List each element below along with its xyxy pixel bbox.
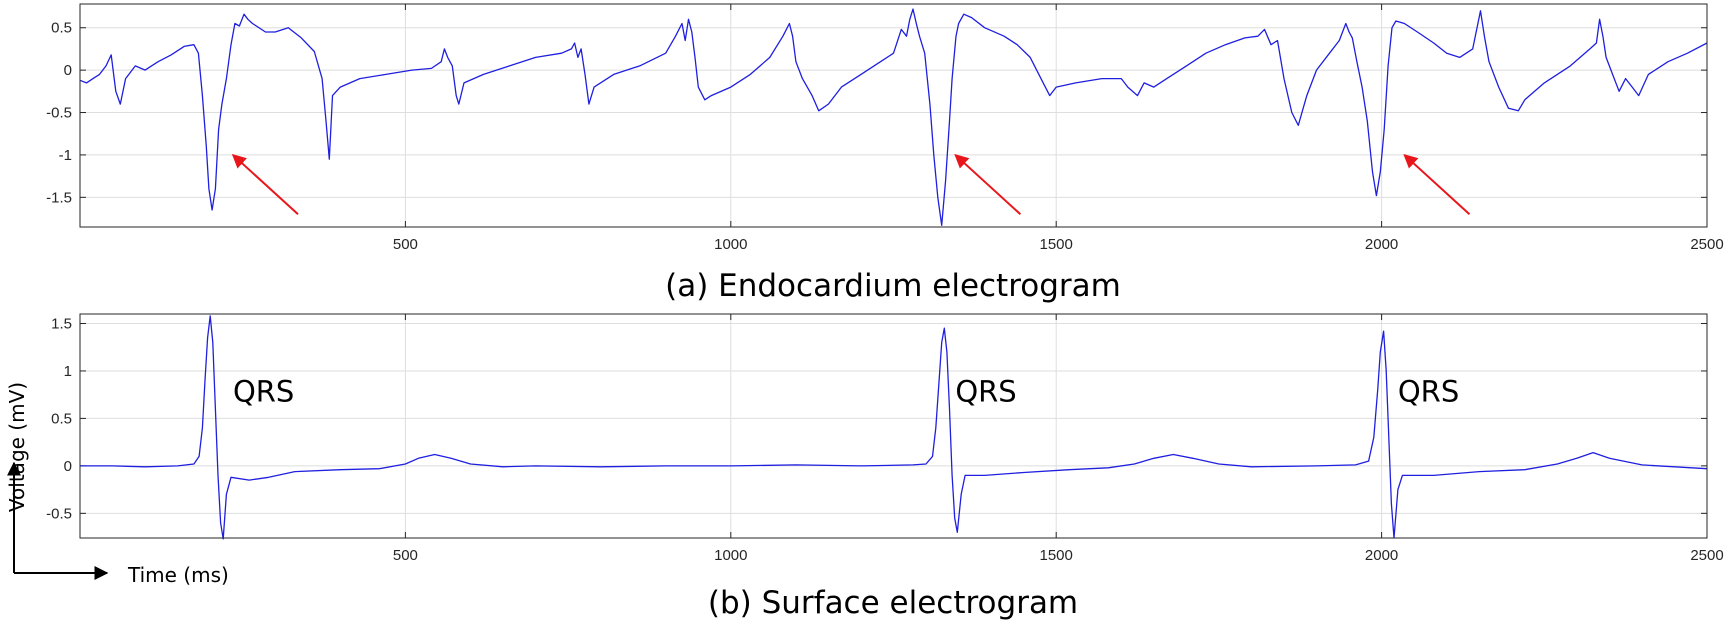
x-tick-label: 1500	[1040, 236, 1073, 253]
series	[80, 315, 1708, 540]
x-tick-label: 2500	[1690, 547, 1723, 564]
panel-endocardium: 500 1000 1500 2000 2500 -1.5 -1 -0.5 0 0.5 (a) E…	[46, 3, 1724, 304]
y-tick-labels: -1.5 -1 -0.5 0 0.5	[46, 20, 1707, 206]
annotations: QRS QRS QRS	[233, 374, 1459, 408]
series-line	[79, 8, 1708, 226]
y-axis-label: Voltage (mV)	[5, 382, 29, 512]
y-tick-label: -0.5	[46, 505, 72, 522]
axis-indicator: Voltage (mV) Time (ms)	[5, 382, 229, 587]
x-tick-label: 1500	[1040, 547, 1073, 564]
x-tick-label: 500	[393, 547, 418, 564]
qrs-label: QRS	[955, 374, 1016, 408]
series	[79, 8, 1708, 226]
y-tick-label: 0.5	[51, 20, 72, 37]
y-tick-label: 0	[64, 62, 72, 79]
x-tick-label: 2500	[1690, 236, 1723, 253]
x-tick-label: 2000	[1365, 547, 1398, 564]
plot-frame	[79, 3, 1708, 228]
y-tick-label: 0	[64, 458, 72, 475]
y-tick-labels: -0.5 0 0.5 1 1.5	[46, 315, 1707, 522]
red-arrow-annotation	[1403, 153, 1471, 216]
y-tick-label: 1	[64, 363, 72, 380]
series-line	[80, 315, 1708, 540]
x-tick-label: 500	[393, 236, 418, 253]
y-tick-label: 0.5	[51, 410, 72, 427]
qrs-label: QRS	[233, 374, 294, 408]
x-tick-labels: 500 1000 1500 2000 2500	[393, 4, 1724, 253]
y-tick-label: -1.5	[46, 189, 72, 206]
annotations	[231, 153, 1471, 216]
y-tick-label: -1	[59, 147, 72, 164]
red-arrow-annotation	[954, 153, 1022, 216]
grid-lines	[80, 4, 1708, 227]
panel-surface: 500 1000 1500 2000 2500 -0.500.511.5 QRS QRS Q…	[46, 313, 1724, 621]
x-tick-label: 2000	[1365, 236, 1398, 253]
grid-lines	[80, 314, 1708, 538]
y-tick-label: -0.5	[46, 105, 72, 122]
x-tick-label: 1000	[714, 547, 747, 564]
plot-frame	[79, 313, 1708, 539]
x-tick-labels: 500 1000 1500 2000 2500	[393, 314, 1724, 564]
y-tick-label: 1.5	[51, 315, 72, 332]
x-tick-label: 1000	[714, 236, 747, 253]
red-arrow-annotation	[231, 153, 299, 216]
x-axis-label: Time (ms)	[127, 563, 229, 587]
caption-b: (b) Surface electrogram	[708, 585, 1078, 621]
qrs-label: QRS	[1398, 374, 1459, 408]
caption-a: (a) Endocardium electrogram	[665, 268, 1121, 304]
